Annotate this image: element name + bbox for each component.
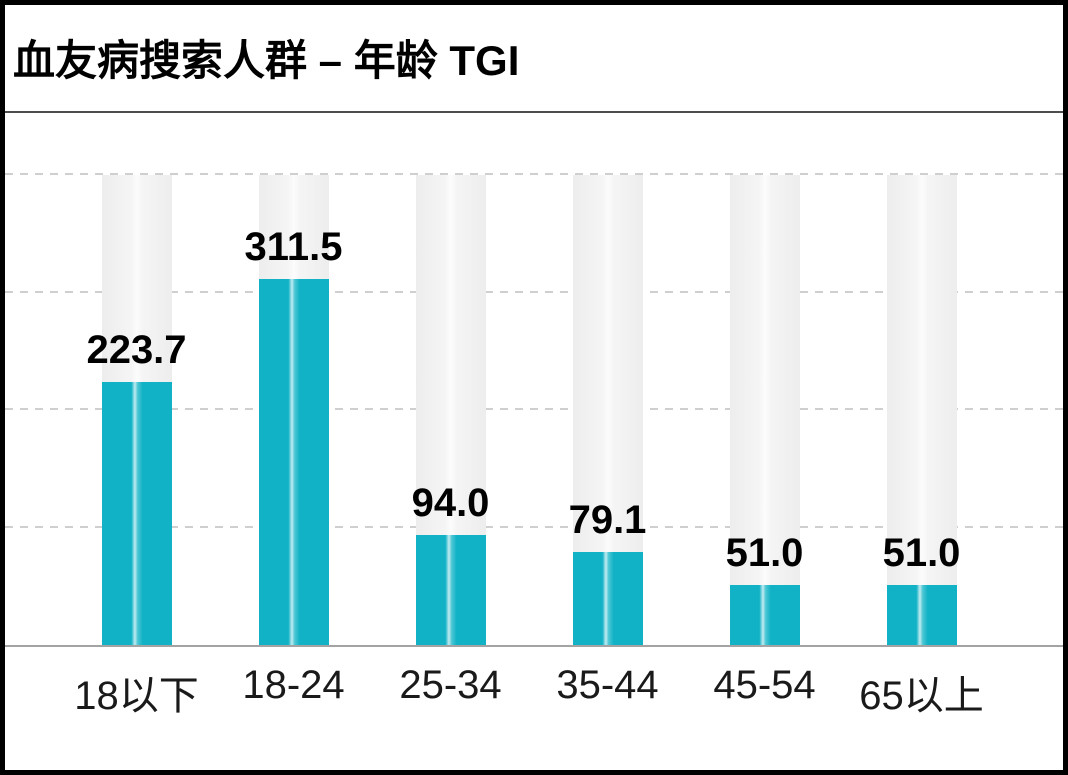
gridline bbox=[5, 525, 1063, 528]
bar-column: 311.5 bbox=[215, 175, 372, 645]
bar-column: 94.0 bbox=[372, 175, 529, 645]
value-label: 51.0 bbox=[882, 531, 961, 576]
gridline bbox=[5, 173, 1063, 175]
value-label: 79.1 bbox=[568, 498, 647, 543]
gridline bbox=[5, 408, 1063, 410]
value-label: 51.0 bbox=[725, 531, 804, 576]
bar-column: 51.0 bbox=[843, 175, 1000, 645]
x-axis-label: 18-24 bbox=[242, 663, 345, 707]
x-axis-label: 18以下 bbox=[74, 674, 199, 718]
bar bbox=[572, 552, 643, 645]
x-axis-label: 65以上 bbox=[859, 674, 984, 718]
chart-title: 血友病搜索人群 – 年龄 TGI bbox=[13, 37, 520, 84]
gridline bbox=[5, 290, 1063, 293]
title-divider bbox=[5, 111, 1063, 113]
value-label: 94.0 bbox=[411, 480, 490, 525]
plot-area: 223.7 311.5 94.0 79.1 51.0 51.0 bbox=[5, 173, 1063, 647]
x-axis-labels: 18以下 18-24 25-34 35-44 45-54 65以上 bbox=[58, 663, 1000, 721]
x-axis-label: 25-34 bbox=[399, 663, 502, 707]
bar bbox=[101, 382, 172, 645]
value-label: 223.7 bbox=[86, 328, 187, 373]
bars-container: 223.7 311.5 94.0 79.1 51.0 51.0 bbox=[58, 175, 1000, 645]
bar bbox=[886, 585, 957, 645]
x-axis-line bbox=[5, 645, 1063, 647]
x-axis-label: 35-44 bbox=[556, 663, 659, 707]
bar-column: 79.1 bbox=[529, 175, 686, 645]
bar bbox=[415, 534, 486, 645]
bar bbox=[258, 279, 329, 645]
bar-column: 223.7 bbox=[58, 175, 215, 645]
bar bbox=[729, 585, 800, 645]
x-axis-label: 45-54 bbox=[713, 663, 816, 707]
bar-column: 51.0 bbox=[686, 175, 843, 645]
ghost-column bbox=[729, 175, 800, 645]
value-label: 311.5 bbox=[244, 225, 343, 269]
ghost-column bbox=[886, 175, 957, 645]
